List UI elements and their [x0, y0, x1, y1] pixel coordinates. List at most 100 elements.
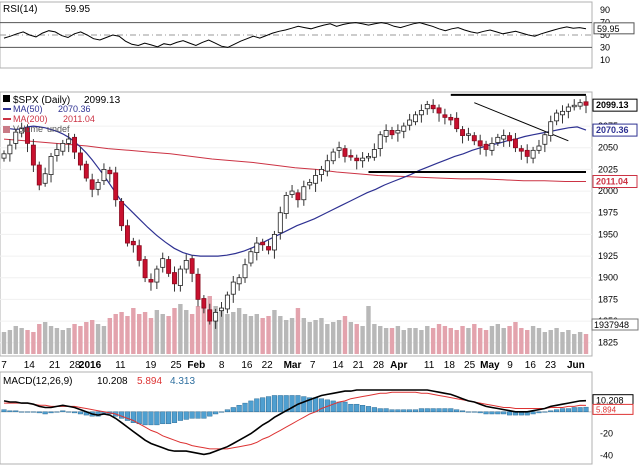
volume-legend-value: undef [47, 124, 70, 134]
ma50-legend-swatch [3, 108, 11, 110]
volume-bar [195, 306, 201, 354]
price-tick-label: 1950 [598, 229, 618, 239]
volume-bar [401, 330, 406, 354]
macd-histogram-bar [54, 411, 60, 413]
macd-histogram-bar [407, 409, 413, 413]
volume-bar [13, 326, 18, 354]
candle-body [283, 194, 289, 214]
volume-bar [1, 332, 7, 354]
volume-bar [125, 316, 130, 354]
volume-value-tag: 1937948 [591, 318, 639, 331]
volume-bar [542, 332, 548, 354]
candle-body [424, 104, 430, 110]
volume-bar [313, 320, 318, 354]
x-axis-label: Mar [284, 360, 302, 371]
macd-histogram-bar [465, 411, 471, 413]
volume-bar [301, 318, 307, 354]
candle-body [236, 277, 242, 285]
x-axis-label: 28 [373, 360, 385, 371]
candle-body [389, 129, 395, 136]
ma50-price-tag-text: 2070.36 [596, 125, 629, 135]
x-axis-label: 14 [24, 360, 36, 371]
macd-histogram-bar [554, 409, 560, 413]
candle-body [583, 101, 589, 106]
volume-bar [325, 324, 330, 354]
macd-histogram-bar [583, 406, 589, 413]
candle-body [224, 294, 230, 310]
volume-bar [513, 322, 518, 354]
candle-body [25, 127, 30, 144]
volume-bar [366, 306, 371, 354]
candle-body [413, 114, 418, 123]
macd-histogram-bar [142, 411, 148, 426]
macd-histogram-bar [577, 407, 583, 413]
macd-signal-line [4, 391, 587, 450]
volume-bar [178, 304, 183, 354]
macd-histogram-bar [559, 408, 566, 413]
macd-histogram-bar [130, 411, 136, 423]
candle-body [183, 259, 189, 270]
price-legend-swatch [3, 95, 10, 102]
candle-body [436, 107, 442, 114]
candle-body [448, 117, 454, 121]
candle-body [13, 131, 19, 144]
x-axis-label: May [480, 360, 500, 371]
volume-bar [154, 310, 160, 354]
macd-histogram-bar [495, 411, 501, 415]
candle-body [113, 172, 119, 201]
volume-bar [583, 334, 589, 354]
candle-body [160, 258, 166, 268]
volume-bar [548, 330, 553, 354]
candle-body [577, 102, 583, 107]
candle-body [407, 119, 413, 126]
close-price-tag: 2099.13 [592, 98, 638, 112]
macd-histogram-bar [260, 397, 266, 413]
volume-bar [436, 324, 442, 354]
volume-bar [395, 326, 401, 354]
candle-body [189, 258, 195, 274]
macd-histogram-value: 4.313 [170, 376, 195, 387]
macd-histogram-bar [201, 411, 207, 419]
candle-body [277, 212, 283, 234]
candle-body [19, 128, 25, 134]
candle-body [530, 149, 536, 159]
macd-histogram-bar [24, 411, 31, 413]
rsi-value-tag-box [593, 22, 635, 35]
volume-bar [201, 302, 207, 354]
rsi-value-tag: 59.95 [593, 22, 635, 35]
macd-histogram-bar [383, 408, 389, 413]
price-tick-label: 1825 [598, 338, 618, 348]
volume-bar [37, 324, 42, 354]
candle-body [354, 157, 360, 162]
volume-bar [342, 316, 348, 354]
volume-tag-box [591, 318, 639, 331]
volume-bar [219, 310, 224, 354]
volume-bar [501, 328, 506, 354]
candle-body [101, 168, 107, 182]
x-axis-label: 18 [444, 360, 456, 371]
volume-bar [383, 328, 389, 354]
volume-bar [389, 328, 395, 354]
macd-histogram-bar [342, 401, 348, 413]
macd-signal-tag: 5.894 [592, 403, 634, 415]
volume-bar [25, 330, 30, 354]
volume-legend-swatch [3, 126, 10, 133]
candle-body [7, 144, 13, 155]
candle-body [465, 133, 471, 136]
volume-bar [207, 296, 212, 354]
x-axis-label: 7 [310, 360, 316, 371]
volume-bar [489, 326, 495, 354]
macd-histogram-bar [213, 411, 219, 415]
macd-histogram-bar [236, 405, 242, 413]
candle-body [77, 152, 83, 166]
macd-histogram-bar [307, 397, 313, 413]
macd-histogram-bar [477, 411, 483, 414]
price-tick-label: 1875 [598, 294, 618, 304]
candle-body [536, 145, 542, 151]
candle-body [166, 259, 172, 274]
price-tick-label: 1925 [598, 251, 618, 261]
candle-body [260, 241, 266, 246]
macd-histogram-bar [265, 396, 272, 413]
